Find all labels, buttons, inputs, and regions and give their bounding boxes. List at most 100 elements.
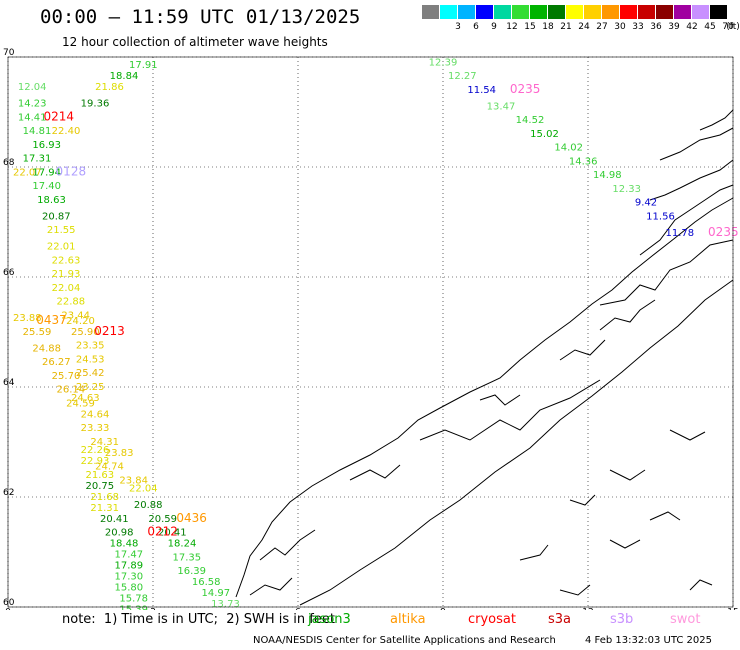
swh-label: 18.63 <box>37 195 66 206</box>
coastline-segment <box>235 197 734 598</box>
coastline-segment <box>559 339 606 361</box>
swh-label: 22.26 <box>81 445 110 456</box>
swh-label: 21.55 <box>47 225 76 236</box>
x-tick-label: 15 <box>727 608 738 610</box>
coastline-segment <box>249 577 293 596</box>
swh-label: 22.40 <box>52 126 81 137</box>
swh-label: 22.63 <box>52 255 81 266</box>
credit-text: NOAA/NESDIS Center for Satellite Applica… <box>253 635 556 646</box>
swh-label: 11.78 <box>666 228 695 239</box>
swh-label: 12.04 <box>18 82 47 93</box>
coastline-segment <box>599 299 656 331</box>
swh-label: 23.84 <box>119 475 148 486</box>
coastline-segment <box>559 584 591 596</box>
swh-label: 24.20 <box>66 316 95 327</box>
swh-label: 14.23 <box>18 99 47 110</box>
swh-label: 25.59 <box>23 327 52 338</box>
swh-label: 21.93 <box>52 269 81 280</box>
swh-label: 17.47 <box>115 550 144 561</box>
coastline-segment <box>669 429 706 441</box>
x-tick-label: 9 <box>440 608 446 610</box>
swh-label: 17.40 <box>32 181 61 192</box>
x-tick-label: 3 <box>150 608 156 610</box>
swh-label: 20.75 <box>86 481 115 492</box>
coastline-segment <box>349 464 401 481</box>
y-tick-label: 64 <box>3 378 15 388</box>
swh-label: 17.31 <box>23 154 52 165</box>
coastline-segment <box>649 511 681 521</box>
pass-tag: 0437 <box>36 313 67 327</box>
satellite-name: swot <box>670 612 701 627</box>
swh-label: 22.04 <box>129 484 158 495</box>
legend-label: 42 <box>686 22 698 32</box>
swh-label: 20.41 <box>158 528 187 539</box>
legend-swatch <box>530 5 547 19</box>
pass-tag: 0128 <box>56 164 87 178</box>
swh-label: 23.44 <box>61 310 90 321</box>
legend-unit: (ft) <box>726 22 740 32</box>
swh-label: 22.07 <box>13 167 42 178</box>
legend-swatch <box>620 5 637 19</box>
swh-label: 25.90 <box>71 327 100 338</box>
map-title: 00:00 – 11:59 UTC 01/13/2025 <box>40 6 361 28</box>
swh-label: 11.56 <box>646 211 675 222</box>
legend-swatch <box>548 5 565 19</box>
coastline-segment <box>569 494 596 506</box>
swh-label: 24.53 <box>76 354 105 365</box>
note-text: note: 1) Time is in UTC; 2) SWH is in fe… <box>62 612 335 627</box>
legend-label: 18 <box>542 22 554 32</box>
swh-label: 17.30 <box>115 572 144 583</box>
swh-label: 17.94 <box>32 167 61 178</box>
swh-label: 25.70 <box>52 371 81 382</box>
legend-label: 3 <box>455 22 461 32</box>
swh-label: 23.83 <box>105 448 134 459</box>
legend-swatch <box>638 5 655 19</box>
swh-label: 20.88 <box>134 500 163 511</box>
swh-label: 21.86 <box>95 82 124 93</box>
swh-label: 14.41 <box>18 112 47 123</box>
swh-label: 14.36 <box>569 156 598 167</box>
swh-label: 16.93 <box>32 140 61 151</box>
swh-label: 14.02 <box>554 143 583 154</box>
swh-label: 14.98 <box>593 170 622 181</box>
legend-swatch <box>656 5 673 19</box>
swh-label: 15.78 <box>119 594 148 605</box>
swh-label: 15.02 <box>530 129 559 140</box>
coastline-segment <box>259 529 316 561</box>
legend-label: 21 <box>560 22 572 32</box>
legend-swatch <box>602 5 619 19</box>
coastline-segment <box>479 394 521 406</box>
swh-label: 11.54 <box>467 85 496 96</box>
swh-label: 18.48 <box>110 539 139 550</box>
swh-label: 21.68 <box>90 492 119 503</box>
swh-label: 22.93 <box>81 456 110 467</box>
timestamp: 4 Feb 13:32:03 UTC 2025 <box>585 635 712 646</box>
coastline-segment <box>659 127 734 161</box>
coastline <box>235 109 734 606</box>
swh-label: 18.84 <box>110 71 139 82</box>
satellite-name: s3a <box>548 612 572 627</box>
coastline-segment <box>689 579 713 591</box>
legend-swatch <box>440 5 457 19</box>
legend-label: 45 <box>704 22 716 32</box>
swh-label: 18.24 <box>168 539 197 550</box>
coastline-segment <box>699 109 734 131</box>
y-tick-label: 70 <box>3 48 15 58</box>
legend-swatch <box>476 5 493 19</box>
swh-label: 23.35 <box>76 341 105 352</box>
pass-tag: 0214 <box>43 109 74 123</box>
legend-label: 12 <box>506 22 518 32</box>
swh-label: 20.59 <box>148 514 177 525</box>
satellite-name: cryosat <box>468 612 516 627</box>
swh-label: 24.88 <box>32 343 61 354</box>
swh-label: 24.31 <box>90 437 119 448</box>
swh-label: 25.42 <box>76 368 105 379</box>
pass-tag: 0436 <box>176 511 207 525</box>
swh-label: 12.39 <box>429 57 458 68</box>
swh-label: 17.89 <box>115 561 144 572</box>
legend-label: 36 <box>650 22 662 32</box>
swh-label: 22.88 <box>57 297 86 308</box>
swh-label: 24.63 <box>71 393 100 404</box>
